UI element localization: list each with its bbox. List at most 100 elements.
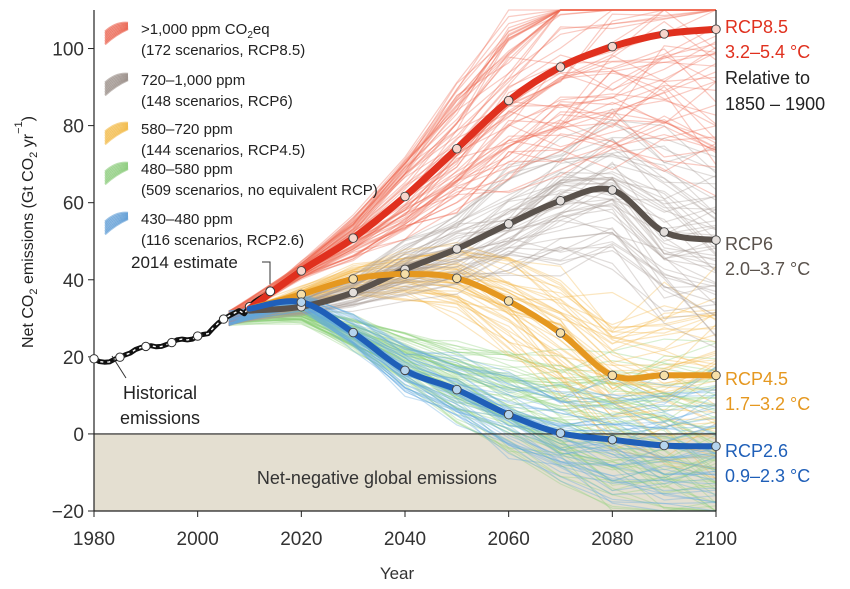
rcp85-marker — [503, 95, 514, 106]
estimate-2014-leader — [262, 261, 271, 285]
rcp6-marker — [607, 185, 618, 195]
rcp85-marker — [555, 62, 566, 72]
scenario-line — [228, 9, 716, 326]
x-tick-label: 1980 — [73, 529, 115, 550]
historical-marker — [89, 354, 99, 364]
scenario-line — [228, 310, 717, 453]
legend-swatch-line — [104, 28, 129, 46]
scenario-line — [228, 9, 716, 313]
scenario-line — [228, 46, 717, 320]
scenario-line — [228, 313, 717, 493]
scenario-line — [228, 253, 717, 326]
legend-swatch-line — [104, 79, 129, 97]
legend-entry-title: 580–720 ppm — [141, 121, 233, 138]
scenario-line — [228, 315, 717, 490]
scenario-line — [228, 62, 717, 316]
legend-entry-title: >1,000 ppm CO2eq — [141, 21, 270, 41]
scenario-line — [228, 284, 717, 433]
scenario-line — [228, 9, 716, 314]
scenario-line — [228, 319, 717, 512]
scenario-line — [228, 303, 717, 459]
scenario-line — [228, 310, 717, 512]
scenario-line — [228, 280, 717, 438]
rcp85-marker — [296, 266, 307, 276]
scenario-line — [228, 91, 717, 316]
scenario-line — [228, 289, 717, 459]
scenario-line — [228, 9, 716, 313]
scenario-line — [228, 176, 717, 326]
rcp26-marker — [503, 409, 514, 420]
scenario-line — [228, 232, 717, 324]
pathway-lines — [89, 24, 721, 452]
legend-swatch-line — [104, 218, 129, 236]
scenario-line — [228, 9, 716, 314]
scenario-line — [228, 9, 717, 321]
rcp6-marker — [348, 287, 358, 298]
legend-entry-detail: (144 scenarios, RCP4.5) — [141, 142, 305, 159]
scenario-line — [228, 104, 717, 324]
scenario-line — [228, 122, 717, 322]
rcp26-marker — [452, 384, 462, 395]
rcp85-marker — [711, 24, 721, 35]
scenario-line — [228, 279, 717, 418]
rcp26-name: RCP2.6 — [725, 441, 788, 461]
y-tick-label: −20 — [52, 502, 84, 523]
scenario-line — [228, 9, 716, 324]
scenario-line — [228, 275, 717, 427]
scenario-line — [228, 304, 717, 492]
scenario-line — [228, 313, 717, 416]
historical-marker — [218, 314, 229, 324]
scenario-line — [228, 55, 717, 323]
scenario-line — [228, 158, 717, 327]
scenario-line — [228, 292, 717, 440]
scenario-line — [228, 85, 717, 325]
scenario-line — [228, 253, 717, 340]
scenario-line — [228, 244, 717, 329]
scenario-line — [228, 317, 717, 479]
scenario-line — [228, 302, 717, 459]
rcp45-marker — [452, 273, 462, 283]
scenario-line — [228, 145, 717, 312]
scenario-line — [228, 9, 716, 323]
scenario-line — [228, 9, 717, 324]
legend-entry-detail: (116 scenarios, RCP2.6) — [141, 232, 304, 249]
scenario-line — [228, 80, 717, 319]
rcp45-marker — [607, 370, 618, 381]
rcp26-marker — [296, 297, 307, 307]
scenario-line — [228, 237, 717, 321]
scenario-line — [228, 9, 716, 322]
scenario-line — [228, 294, 717, 416]
scenario-line — [228, 286, 717, 443]
scenario-line — [228, 314, 717, 503]
scenario-line — [228, 273, 717, 415]
x-tick-label: 2080 — [591, 529, 633, 550]
rcp26-marker — [659, 440, 669, 451]
scenario-line — [228, 266, 717, 380]
rcp85-range: 3.2–5.4 °C — [725, 42, 810, 62]
historical-marker — [192, 331, 203, 341]
scenario-line — [228, 310, 717, 401]
legend-entry: >1,000 ppm CO2eq(172 scenarios, RCP8.5) — [104, 21, 305, 59]
scenario-line — [228, 310, 717, 411]
scenario-line — [228, 323, 717, 512]
scenario-line — [228, 136, 717, 322]
rcp85-line — [246, 25, 720, 313]
historical-marker — [167, 337, 177, 348]
rcp6-marker — [711, 235, 721, 245]
rcp45-line — [246, 270, 719, 382]
scenario-line — [228, 9, 717, 326]
scenario-line — [228, 307, 717, 496]
rcp45-marker — [711, 370, 721, 381]
scenario-line — [228, 304, 717, 501]
scenario-line — [228, 118, 717, 327]
rcp85-marker — [607, 41, 618, 52]
scenario-line — [228, 306, 717, 482]
scenario-line — [228, 318, 717, 489]
scenario-line — [228, 248, 717, 344]
scenario-line — [228, 81, 717, 314]
scenario-line — [228, 155, 717, 312]
negative-region-label: Net-negative global emissions — [257, 468, 497, 488]
scenario-line — [228, 310, 717, 448]
rcp85-marker — [348, 233, 358, 243]
